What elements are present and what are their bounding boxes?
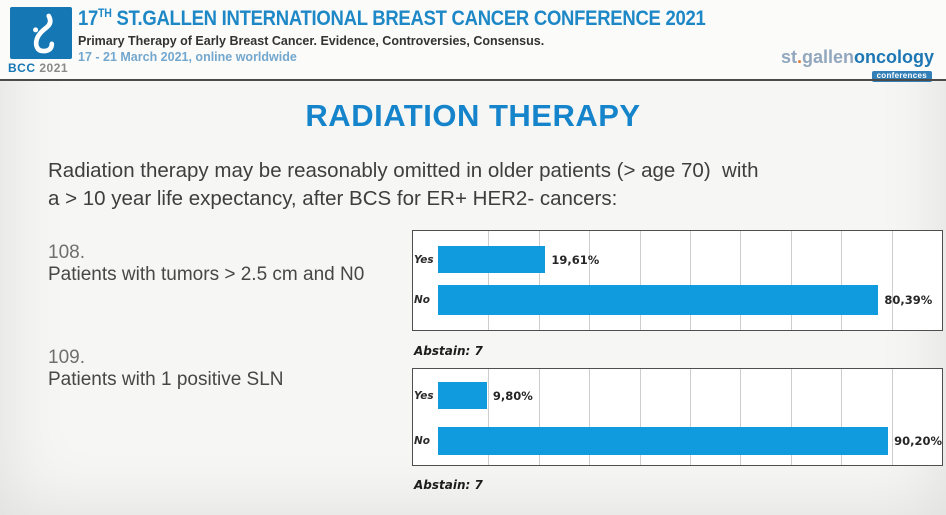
header-divider <box>0 79 946 81</box>
gridline <box>740 369 742 465</box>
conference-dates: 17 - 21 March 2021, online worldwide <box>78 50 297 64</box>
gridline <box>639 231 641 330</box>
breast-logo-icon <box>33 13 55 54</box>
poll-chart-108: Yes 19,61% No 80,39% <box>412 230 943 331</box>
bar-row-yes: Yes 19,61% <box>414 246 942 273</box>
gridline <box>639 369 641 465</box>
gridline <box>790 369 792 465</box>
value-label: 90,20% <box>894 434 942 448</box>
question-108-number: 108. <box>48 242 85 263</box>
gridline <box>488 369 490 465</box>
bar-row-yes: Yes 9,80% <box>414 382 942 409</box>
bcc-label: BCC <box>8 61 36 75</box>
gridline <box>690 231 691 330</box>
category-label: No <box>414 294 431 306</box>
category-label: Yes <box>414 389 434 402</box>
conferences-badge: conferences <box>871 71 932 82</box>
category-label: Yes <box>414 253 434 266</box>
conference-header: BCC 2021 17TH ST.GALLEN INTERNATIONAL BR… <box>0 0 946 82</box>
gridline <box>589 231 591 330</box>
gridline <box>891 231 893 330</box>
title-superscript: TH <box>98 6 112 20</box>
poll-chart-109: Yes 9,80% No 90,20% <box>412 368 943 466</box>
conference-subtitle: Primary Therapy of Early Breast Cancer. … <box>78 34 545 48</box>
question-108-text: Patients with tumors > 2.5 cm and N0 <box>48 264 365 285</box>
bar-no <box>438 427 889 455</box>
conference-title-block: 17TH ST.GALLEN INTERNATIONAL BREAST CANC… <box>78 6 791 64</box>
bar-yes <box>438 246 546 273</box>
bar-yes <box>438 382 487 409</box>
question-109-text: Patients with 1 positive SLN <box>48 369 284 390</box>
gridline <box>538 231 540 330</box>
bcc-logo <box>10 7 72 59</box>
abstain-label-109: Abstain: 7 <box>414 478 483 492</box>
bcc-logo-caption: BCC 2021 <box>8 61 78 75</box>
page-title: RADIATION THERAPY <box>305 98 641 133</box>
gridline <box>740 231 742 330</box>
gridline <box>891 369 893 465</box>
gridline <box>488 231 490 330</box>
bar-row-no: No 90,20% <box>414 427 942 455</box>
gridline <box>841 369 843 465</box>
conference-title: 17TH ST.GALLEN INTERNATIONAL BREAST CANC… <box>78 6 706 30</box>
value-label: 19,61% <box>551 252 600 267</box>
intro-text: Radiation therapy may be reasonably omit… <box>48 159 759 211</box>
stgallen-oncology-logo: st.gallenoncology conferences <box>781 48 934 82</box>
category-label: No <box>414 435 431 447</box>
bcc-year: 2021 <box>39 61 69 75</box>
value-label: 80,39% <box>884 293 933 307</box>
gridline <box>841 231 843 330</box>
gridline <box>589 369 591 465</box>
abstain-label-108: Abstain: 7 <box>414 344 483 358</box>
bar-row-no: No 80,39% <box>414 285 942 315</box>
gridline <box>790 231 792 330</box>
gridline <box>538 369 540 465</box>
question-109-number: 109. <box>48 347 85 368</box>
gridline <box>690 369 691 465</box>
stgallen-oncology-wordmark: st.gallenoncology <box>780 47 934 67</box>
value-label: 9,80% <box>492 388 533 403</box>
plot-area: Yes 19,61% No 80,39% <box>414 231 942 330</box>
plot-area: Yes 9,80% No 90,20% <box>414 369 942 465</box>
bar-no <box>438 285 879 315</box>
